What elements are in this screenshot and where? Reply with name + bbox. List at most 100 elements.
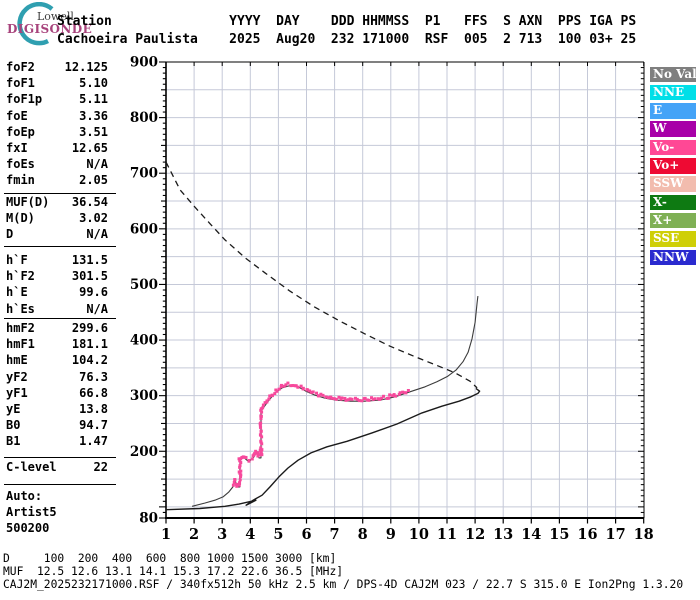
panel-separator xyxy=(4,318,116,319)
param-label: foEp xyxy=(6,124,35,139)
svg-text:10: 10 xyxy=(409,526,429,543)
param-row: foF1p 5.11 xyxy=(6,91,108,107)
parameter-panel: foF2 12.125 foF1 5.10 foF1p 5.11 foE 3.36 foEp 3.… xyxy=(0,0,120,600)
svg-text:800: 800 xyxy=(130,110,158,126)
svg-text:7: 7 xyxy=(330,526,340,543)
svg-text:6: 6 xyxy=(301,526,311,543)
param-label: foEs xyxy=(6,157,35,172)
panel-separator xyxy=(4,456,116,458)
param-label: hmF2 xyxy=(6,321,35,335)
param-value: 12.125 xyxy=(64,60,108,74)
distance-row: D 100 200 400 600 800 1000 1500 3000 [km… xyxy=(3,551,337,565)
svg-text:3: 3 xyxy=(217,526,227,543)
param-label: foF2 xyxy=(6,60,35,74)
svg-text:500: 500 xyxy=(130,277,158,293)
param-value: 94.7 xyxy=(79,418,108,433)
param-value: 181.1 xyxy=(71,337,108,352)
param-label: B0 xyxy=(6,418,21,433)
param-value: 99.6 xyxy=(79,285,108,300)
param-row: yF1 66.8 xyxy=(6,385,108,401)
svg-text:300: 300 xyxy=(130,388,158,404)
svg-text:1: 1 xyxy=(161,526,171,543)
param-value: 3.02 xyxy=(79,211,108,226)
svg-text:80: 80 xyxy=(139,511,158,527)
param-label: h`E xyxy=(6,285,28,300)
param-value: 104.2 xyxy=(71,353,108,368)
param-value: 66.8 xyxy=(79,385,108,400)
param-label: MUF(D) xyxy=(6,195,50,209)
param-label: yE xyxy=(6,402,21,416)
trace-true-height-profile xyxy=(165,387,481,511)
svg-text:400: 400 xyxy=(130,333,158,349)
autoscaling-info-line: Auto: xyxy=(6,489,43,503)
logo-arc-icon xyxy=(17,2,54,46)
param-label: foF1p xyxy=(6,92,43,107)
param-row: foF1 5.10 xyxy=(6,75,108,91)
param-value: N/A xyxy=(86,227,108,242)
svg-text:600: 600 xyxy=(130,221,158,237)
param-row: D N/A xyxy=(6,226,108,242)
axis-ticks xyxy=(159,61,645,524)
header-columns-line: Station YYYY DAY DDD HHMMSS P1 FFS S AXN… xyxy=(57,14,637,29)
param-row: foF2 12.125 xyxy=(6,59,108,75)
param-value: 299.6 xyxy=(71,321,108,335)
svg-text:900: 900 xyxy=(130,54,158,70)
param-value: N/A xyxy=(86,157,108,172)
param-label: h`Es xyxy=(6,301,35,316)
svg-text:700: 700 xyxy=(130,166,158,182)
panel-separator xyxy=(4,193,116,194)
plot-frame xyxy=(165,61,645,519)
param-label: foE xyxy=(6,108,28,123)
param-label: B1 xyxy=(6,434,21,449)
trace-muf-transmission-curve xyxy=(165,161,478,389)
panel-separator xyxy=(4,245,116,247)
param-label: D xyxy=(6,227,14,242)
param-row: MUF(D) 36.54 xyxy=(6,194,108,210)
param-row: h`Es N/A xyxy=(6,301,108,317)
svg-text:17: 17 xyxy=(606,526,626,543)
param-label: fmin xyxy=(6,173,35,188)
param-label: fxI xyxy=(6,141,28,155)
param-row: C-level 22 xyxy=(6,459,108,475)
param-label: yF2 xyxy=(6,369,28,384)
x-axis-labels: 1 2 3 4 5 6 7 8 9 10 11 12 13 14 15 16 17 18 xyxy=(161,526,654,543)
plot-grid xyxy=(166,62,644,518)
bottom-readout: D 100 200 400 600 800 1000 1500 3000 [km… xyxy=(3,552,683,592)
param-value: 36.54 xyxy=(71,195,108,209)
header-values-line: Cachoeira Paulista 2025 Aug20 232 171000… xyxy=(57,31,637,47)
param-row: hmE 104.2 xyxy=(6,352,108,368)
autoscaling-info-line: 500200 xyxy=(6,521,50,536)
param-row: fmin 2.05 xyxy=(6,172,108,188)
svg-text:2: 2 xyxy=(189,526,199,543)
svg-text:5: 5 xyxy=(273,526,283,543)
param-row: foEp 3.51 xyxy=(6,124,108,140)
panel-separator xyxy=(4,483,116,485)
svg-text:200: 200 xyxy=(130,444,158,460)
param-label: yF1 xyxy=(6,385,28,400)
param-label: hmE xyxy=(6,353,28,368)
param-value: 3.51 xyxy=(79,124,108,139)
param-label: foF1 xyxy=(6,76,35,91)
param-label: hmF1 xyxy=(6,337,35,352)
param-value: 1.47 xyxy=(79,434,108,449)
param-value: 5.11 xyxy=(79,92,108,107)
param-value: 3.36 xyxy=(79,108,108,123)
svg-text:13: 13 xyxy=(493,526,513,543)
param-value: 301.5 xyxy=(71,269,108,284)
param-row: foEs N/A xyxy=(6,156,108,172)
param-row: yF2 76.3 xyxy=(6,369,108,385)
svg-text:4: 4 xyxy=(245,526,255,543)
param-label: C-level xyxy=(6,460,57,474)
param-row: B1 1.47 xyxy=(6,433,108,449)
station-header: Station YYYY DAY DDD HHMMSS P1 FFS S AXN… xyxy=(57,13,636,48)
param-row: fxI 12.65 xyxy=(6,140,108,156)
trace-o-mode-echo-pink xyxy=(231,381,410,488)
param-row: B0 94.7 xyxy=(6,417,108,433)
param-row: foE 3.36 xyxy=(6,108,108,124)
param-label: h`F xyxy=(6,253,28,267)
svg-text:8: 8 xyxy=(358,526,368,543)
param-value: N/A xyxy=(86,301,108,316)
svg-text:15: 15 xyxy=(549,526,569,543)
param-label: h`F2 xyxy=(6,269,35,284)
